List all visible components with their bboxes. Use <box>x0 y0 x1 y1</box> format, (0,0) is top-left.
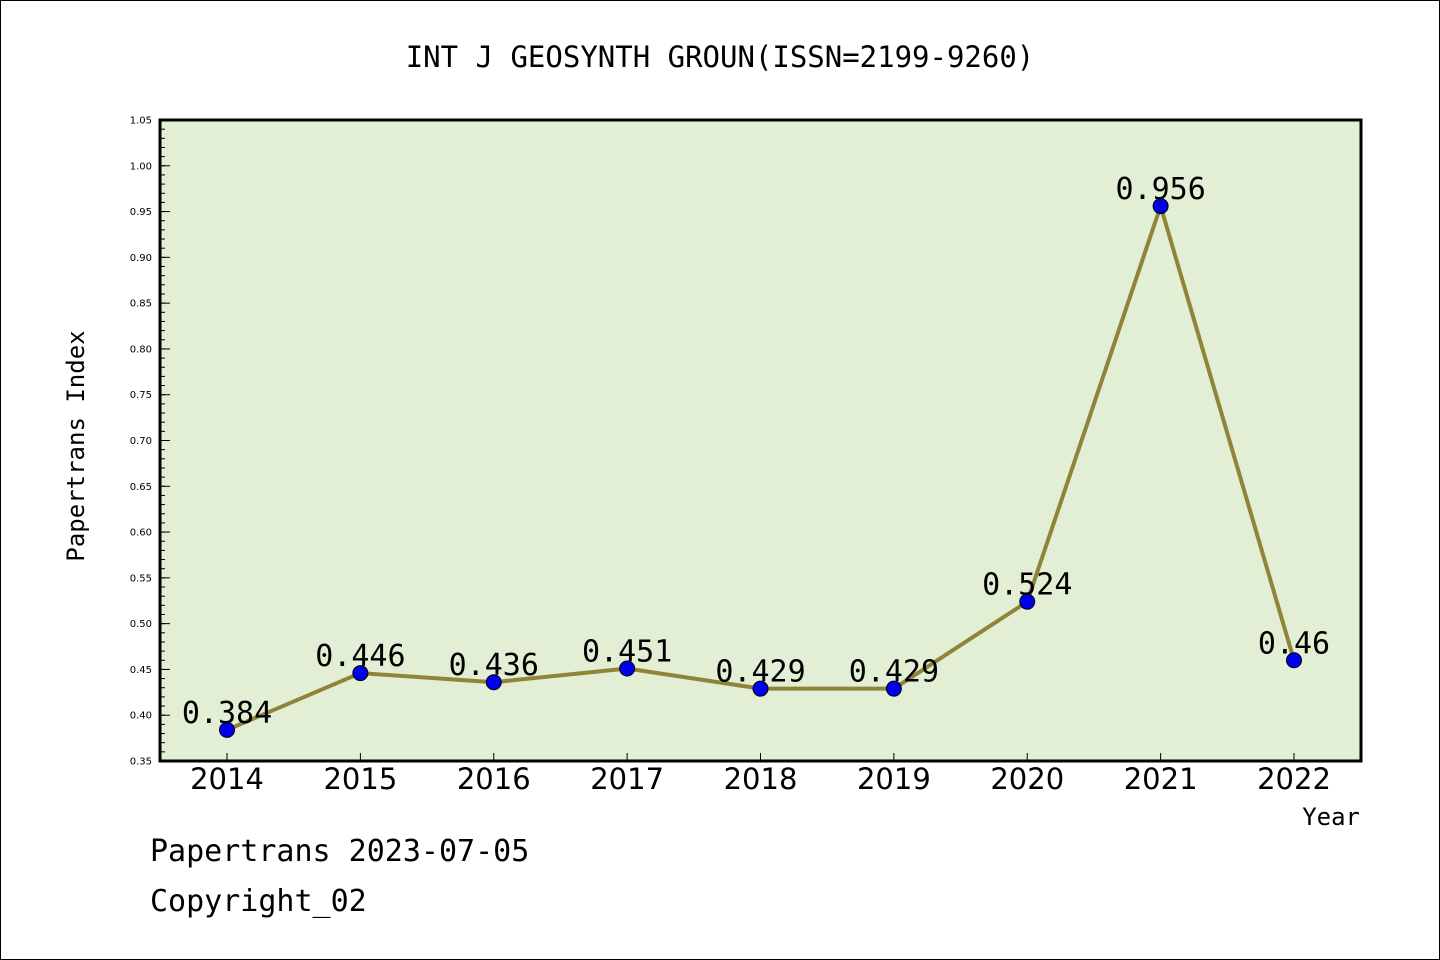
y-tick-label: 0.90 <box>130 253 152 264</box>
data-label: 0.436 <box>449 648 539 683</box>
y-tick-label: 1.05 <box>130 116 152 127</box>
data-label: 0.429 <box>849 655 939 690</box>
footer-date-text: Papertrans 2023-07-05 <box>150 834 530 869</box>
x-tick-label: 2021 <box>1124 762 1198 796</box>
y-tick-label: 0.40 <box>130 711 152 722</box>
x-tick-label: 2022 <box>1257 762 1331 796</box>
y-tick-label: 0.45 <box>130 665 152 676</box>
data-point-marker <box>1152 198 1169 215</box>
data-point-marker <box>219 721 235 738</box>
footer-copyright-text: Copyright_02 <box>150 884 367 919</box>
x-tick-label: 2020 <box>990 762 1064 796</box>
y-tick-label: 0.65 <box>130 482 152 493</box>
y-tick-label: 0.55 <box>130 573 152 584</box>
y-tick-label: 0.80 <box>130 344 152 355</box>
data-point-marker <box>885 680 902 697</box>
data-point-marker <box>1286 652 1302 669</box>
x-tick-label: 2018 <box>724 762 798 796</box>
data-point-marker <box>352 665 369 682</box>
y-tick-label: 0.95 <box>130 207 152 218</box>
data-label: 0.446 <box>315 639 405 674</box>
y-axis-label: Papertrans Index <box>62 330 90 561</box>
y-tick-label: 0.85 <box>130 299 152 310</box>
plot-background <box>160 120 1361 761</box>
chart-title: INT J GEOSYNTH GROUN(ISSN=2199-9260) <box>406 40 1035 74</box>
data-point-marker <box>619 660 636 677</box>
data-label: 0.524 <box>982 568 1072 603</box>
plot-frame <box>158 118 1363 763</box>
x-tick-label: 2016 <box>457 762 531 796</box>
y-tick-label: 0.35 <box>130 757 152 768</box>
y-tick-label: 0.75 <box>130 390 152 401</box>
data-label: 0.46 <box>1258 626 1330 661</box>
data-point-marker <box>752 680 769 697</box>
y-tick-label: 1.00 <box>130 161 152 172</box>
plot-area: 0.35 0.40 0.45 0.50 0.55 0.60 0.65 0.70 0.75 0.80… <box>130 116 1363 796</box>
x-tick-label: 2014 <box>190 762 264 796</box>
x-tick-label: 2015 <box>323 762 397 796</box>
y-tick-label: 0.70 <box>130 436 152 447</box>
data-point-marker <box>485 674 502 691</box>
y-tick-label: 0.60 <box>130 528 152 539</box>
x-axis-label: Year <box>1302 803 1360 831</box>
y-tick-label: 0.50 <box>130 619 152 630</box>
data-label: 0.956 <box>1115 172 1205 207</box>
data-label: 0.384 <box>182 696 272 731</box>
data-label: 0.451 <box>582 635 672 670</box>
x-tick-label: 2017 <box>590 762 664 796</box>
data-point-marker <box>1019 593 1036 610</box>
data-label: 0.429 <box>715 655 805 690</box>
x-tick-label: 2019 <box>857 762 931 796</box>
